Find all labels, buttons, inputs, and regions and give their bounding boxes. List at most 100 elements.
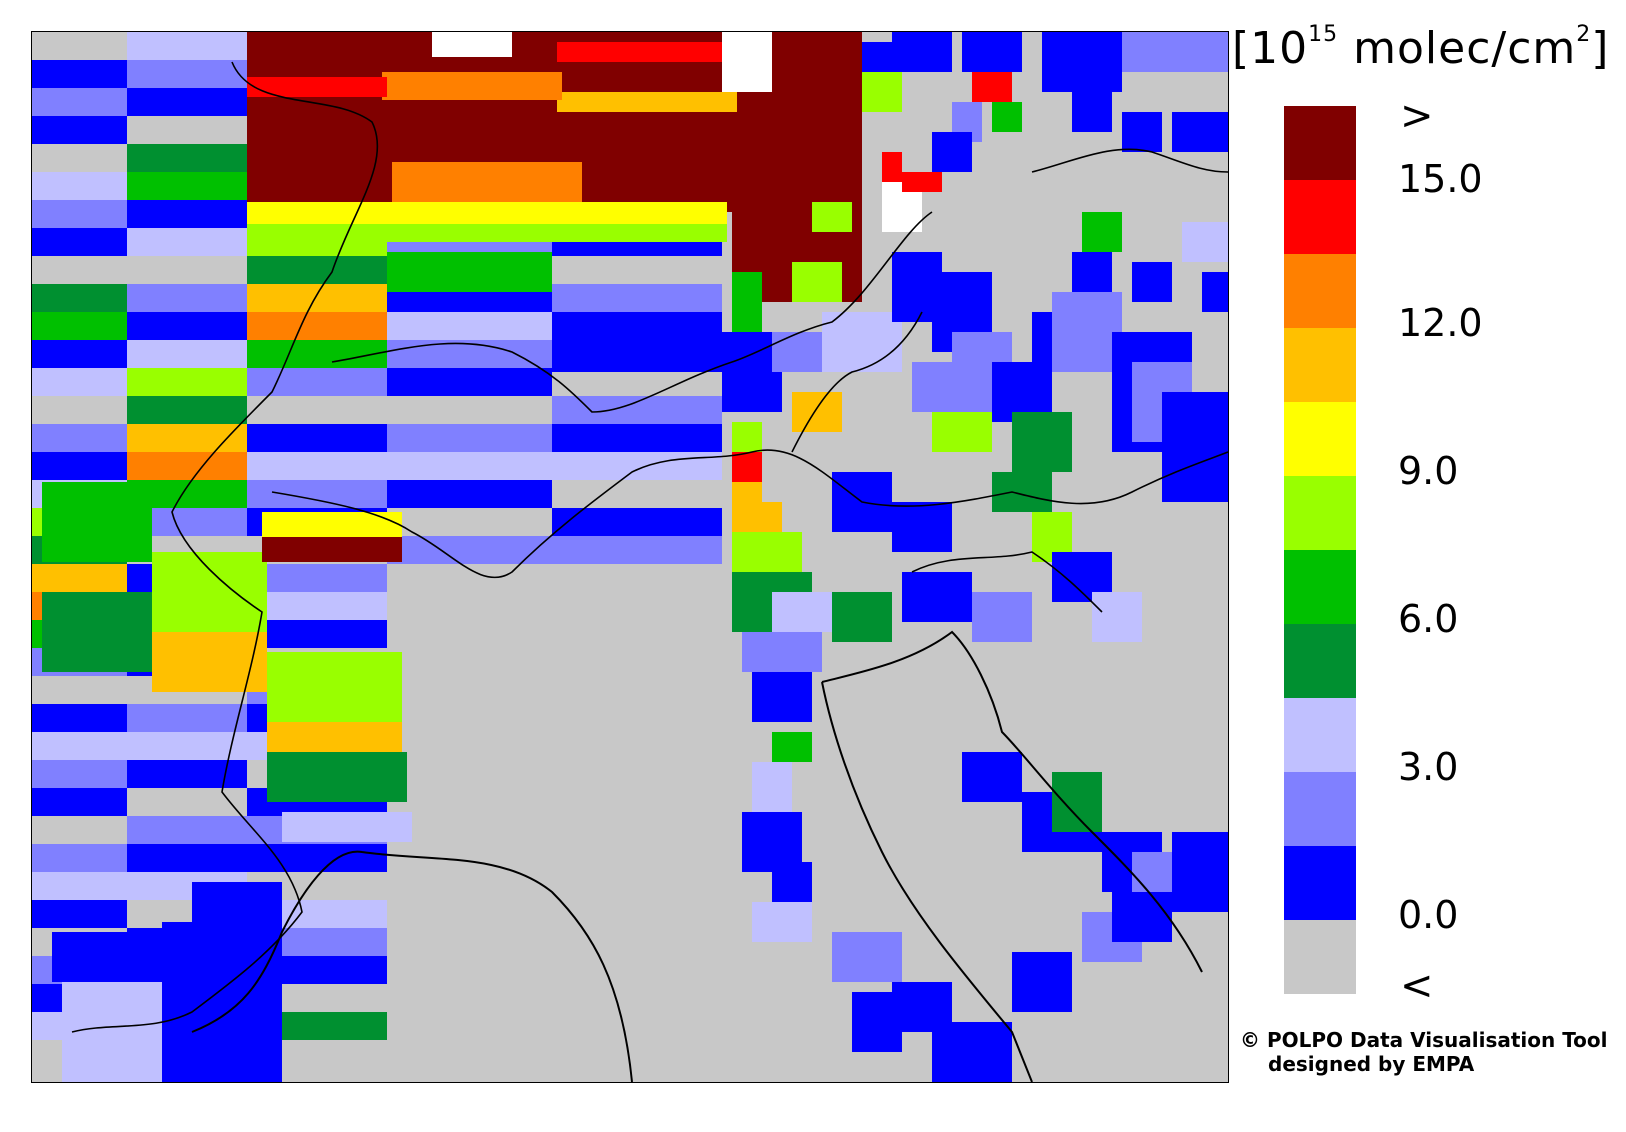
map-pixel: [1122, 32, 1228, 72]
map-pixel: [247, 396, 387, 424]
map-pixel: [247, 202, 727, 224]
map-pixel: [127, 32, 247, 60]
map-pixel: [387, 508, 552, 536]
map-panel[interactable]: [31, 31, 1229, 1083]
map-pixel: [42, 482, 152, 562]
map-pixel: [932, 132, 972, 172]
map-pixel: [552, 984, 722, 1012]
map-pixel: [752, 672, 812, 722]
map-pixel: [552, 816, 722, 844]
map-pixel: [42, 592, 152, 672]
map-pixel: [382, 72, 562, 100]
coastline: [821, 630, 1203, 973]
map-pixel: [152, 552, 267, 632]
map-pixel: [387, 928, 552, 956]
map-pixel: [1042, 32, 1122, 92]
map-pixel: [552, 704, 722, 732]
map-pixel: [127, 760, 247, 788]
map-pixel: [552, 536, 722, 564]
map-pixel: [387, 760, 552, 788]
colorbar-swatch: [1284, 402, 1356, 476]
map-pixel: [247, 256, 387, 284]
colorbar-swatch: [1284, 846, 1356, 920]
colorbar: [1284, 106, 1356, 994]
map-pixel: [1072, 252, 1112, 292]
map-pixel: [32, 452, 127, 480]
map-pixel: [432, 32, 512, 57]
map-pixel: [127, 844, 247, 872]
map-pixel: [1012, 412, 1072, 472]
map-pixel: [32, 872, 127, 900]
map-pixel: [127, 88, 247, 116]
map-pixel: [387, 676, 552, 704]
map-pixel: [552, 312, 722, 372]
map-pixel: [552, 480, 722, 508]
map-pixel: [387, 620, 552, 648]
map-pixel: [892, 32, 952, 72]
map-pixel: [852, 992, 902, 1052]
map-pixel: [882, 152, 902, 182]
map-pixel: [32, 844, 127, 872]
map-pixel: [127, 284, 247, 312]
map-pixel: [832, 592, 892, 642]
map-pixel: [267, 722, 402, 752]
map-pixel: [32, 228, 127, 256]
map-pixel: [552, 368, 722, 396]
border-line: [331, 211, 933, 413]
map-pixel: [32, 816, 127, 844]
border-line: [911, 551, 1103, 613]
map-pixel: [52, 932, 162, 982]
colorbar-tick: 0.0: [1398, 893, 1459, 937]
map-pixel: [247, 77, 387, 97]
colorbar-swatch: [1284, 328, 1356, 402]
map-pixel: [962, 752, 1022, 802]
map-pixel: [247, 844, 387, 872]
map-pixel: [32, 284, 127, 312]
map-pixel: [32, 256, 127, 284]
map-pixel: [247, 620, 387, 648]
map-pixel: [732, 422, 762, 452]
map-pixel: [742, 632, 822, 672]
border-line: [71, 61, 379, 1033]
map-pixel: [1112, 892, 1172, 942]
map-pixel: [552, 872, 722, 900]
map-pixel: [32, 144, 127, 172]
map-pixel: [62, 982, 162, 1082]
map-pixel: [127, 732, 247, 760]
map-pixel: [557, 92, 737, 112]
map-pixel: [32, 60, 127, 88]
map-pixel: [32, 340, 127, 368]
map-pixel: [387, 872, 552, 900]
map-pixel: [972, 72, 1012, 102]
credit-text: © POLPO Data Visualisation Tool designed…: [1240, 1028, 1608, 1076]
map-pixel: [127, 368, 247, 396]
map-pixel: [387, 312, 552, 340]
map-pixel: [127, 704, 247, 732]
map-pixel: [267, 652, 402, 732]
colorbar-swatch: [1284, 106, 1356, 180]
colorbar-unit-label: [1015 molec/cm2]: [1232, 22, 1610, 74]
map-pixel: [127, 816, 247, 844]
map-pixel: [792, 262, 842, 302]
credit-line-1: © POLPO Data Visualisation Tool: [1240, 1028, 1608, 1052]
map-pixel: [552, 564, 722, 592]
map-pixel: [552, 648, 722, 676]
map-pixel: [32, 88, 127, 116]
map-pixel: [387, 1012, 552, 1040]
map-pixel: [1052, 292, 1122, 372]
map-pixel: [32, 312, 127, 340]
map-pixel: [962, 32, 1022, 72]
map-pixel: [392, 162, 582, 202]
map-pixel: [552, 676, 722, 704]
border-line: [791, 311, 923, 453]
border-line: [271, 449, 1228, 579]
map-pixel: [247, 480, 387, 508]
map-pixel: [552, 256, 722, 284]
map-pixel: [387, 368, 552, 396]
map-pixel: [992, 102, 1022, 132]
map-pixel: [162, 922, 282, 1082]
map-pixel: [932, 1022, 1012, 1082]
map-pixel: [862, 72, 902, 112]
map-pixel: [387, 480, 552, 508]
map-pixel: [247, 452, 387, 480]
